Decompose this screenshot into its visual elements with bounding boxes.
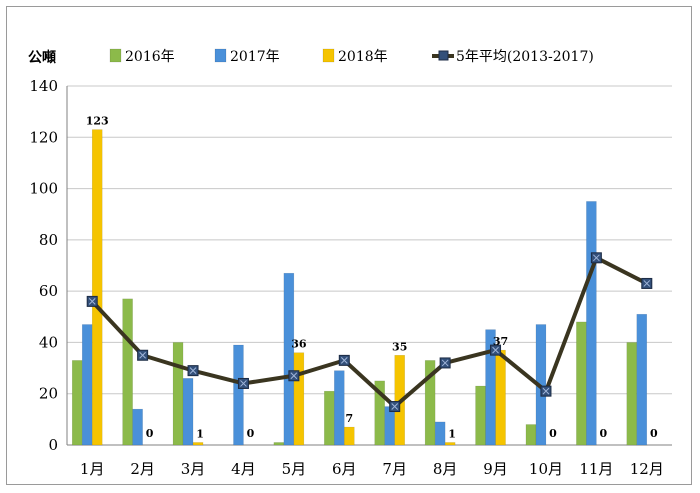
average-line	[86, 252, 653, 413]
data-label-2018: 35	[392, 340, 407, 353]
legend-label: 2018年	[338, 49, 388, 65]
bar-2018	[192, 442, 204, 446]
x-axis-categories: 1月 2月 3月 4月 5月 6月 7月 8月 9月 10月 11月 12月	[80, 460, 664, 478]
bar-2018	[344, 426, 355, 446]
average-point-cross	[189, 367, 197, 374]
y-tick-label: 100	[29, 180, 58, 198]
bar-2017	[283, 272, 295, 446]
average-point-cross	[492, 346, 499, 354]
average-point-cross	[441, 359, 449, 367]
data-label-2018: 7	[345, 412, 353, 425]
y-tick-label: 0	[48, 436, 58, 454]
legend-swatch	[109, 48, 122, 63]
data-label-2018: 123	[86, 115, 109, 128]
average-point-cross	[643, 280, 651, 287]
y-tick-label: 20	[39, 385, 58, 403]
bar-2017	[334, 370, 345, 446]
x-category-label: 7月	[382, 460, 407, 478]
legend-swatch	[322, 48, 335, 63]
average-point-cross	[542, 387, 550, 395]
bar-2016	[324, 390, 335, 446]
bar-2016	[525, 424, 537, 446]
average-point-cross	[290, 372, 298, 380]
bar-2018	[495, 349, 506, 446]
legend-swatch	[214, 48, 227, 63]
legend-label: 5年平均(2013-2017)	[456, 49, 594, 65]
x-category-label: 12月	[630, 460, 664, 478]
bar-2016	[626, 342, 638, 446]
average-point-cross	[391, 403, 399, 410]
bar-2017	[81, 324, 93, 446]
legend-label: 2016年	[125, 49, 175, 65]
bar-2017	[384, 406, 395, 446]
data-label-2018: 0	[146, 427, 154, 440]
x-category-label: 9月	[483, 460, 508, 478]
bar-2017	[132, 408, 143, 446]
data-label-2018: 37	[493, 335, 508, 348]
bar-2016	[424, 360, 436, 446]
x-category-label: 11月	[579, 460, 613, 478]
legend-label: 2017年	[230, 49, 280, 65]
x-category-label: 2月	[130, 460, 155, 478]
data-label-2018: 1	[196, 427, 204, 440]
bar-2016	[475, 385, 486, 446]
bar-2016	[576, 321, 587, 446]
data-label-2018: 0	[600, 427, 608, 440]
average-point-cross	[340, 357, 348, 364]
legend: 2016年 2017年 2018年 5年平均(2013-2017)	[109, 48, 594, 65]
y-tick-label: 140	[29, 77, 58, 95]
bar-2017	[182, 378, 194, 446]
bar-2017	[233, 344, 244, 446]
legend-marker	[438, 50, 449, 61]
average-point-cross	[88, 298, 96, 305]
y-tick-label: 40	[39, 333, 58, 351]
y-axis-ticks: 0 20 40 60 80 100 120 140	[29, 77, 58, 454]
unit-label: 公噸	[28, 49, 56, 66]
average-line-path	[90, 255, 648, 409]
data-labels: 123 0 1 0 36 7 35 1 37 0 0 0	[86, 115, 658, 441]
bar-2018	[444, 442, 456, 446]
x-category-label: 8月	[433, 460, 458, 478]
y-tick-label: 120	[29, 128, 58, 146]
bars	[71, 129, 648, 446]
average-point-cross	[240, 380, 247, 387]
average-point-cross	[593, 254, 600, 262]
data-label-2018: 0	[247, 427, 255, 440]
bar-2016	[172, 342, 184, 446]
bar-2016	[273, 442, 285, 446]
x-category-label: 6月	[332, 460, 357, 478]
data-label-2018: 1	[448, 427, 456, 440]
y-tick-label: 80	[39, 231, 58, 249]
data-label-2018: 0	[549, 427, 557, 440]
bar-2018	[91, 129, 103, 446]
x-category-label: 10月	[529, 460, 563, 478]
data-label-2018: 0	[650, 427, 658, 440]
bar-2017	[434, 421, 446, 446]
x-category-label: 1月	[80, 460, 105, 478]
bar-2016	[71, 360, 83, 446]
y-tick-label: 60	[39, 282, 58, 300]
bar-2017	[636, 313, 648, 446]
x-category-label: 5月	[282, 460, 307, 478]
grid-lines	[66, 85, 672, 446]
average-point-cross	[139, 351, 146, 359]
bar-2018	[293, 352, 305, 446]
data-label-2018: 36	[291, 338, 307, 351]
x-category-label: 4月	[231, 460, 256, 478]
bar-2017	[586, 201, 597, 446]
x-category-label: 3月	[181, 460, 206, 478]
bar-2016	[122, 298, 133, 446]
